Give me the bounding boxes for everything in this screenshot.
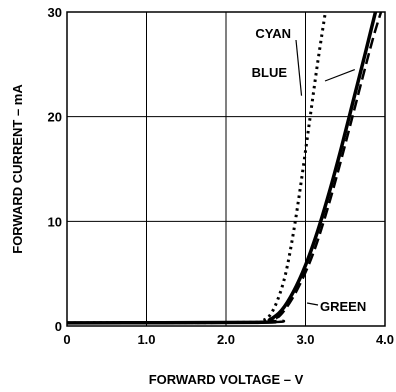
series-label-green: GREEN <box>320 299 366 314</box>
tick-labels: 0 1.0 2.0 3.0 4.0 0 10 20 30 <box>48 5 395 347</box>
leader-line-blue <box>324 69 356 82</box>
x-axis-title: FORWARD VOLTAGE – V <box>149 372 304 387</box>
y-axis-title: FORWARD CURRENT – mA <box>10 84 25 254</box>
series-line-green <box>66 11 383 325</box>
x-tick-label: 4.0 <box>376 332 394 347</box>
leader-line-green <box>306 302 319 306</box>
plot-frame <box>66 11 386 327</box>
y-tick-label: 0 <box>55 319 62 334</box>
x-tick-label: 2.0 <box>217 332 235 347</box>
x-tick-label: 1.0 <box>137 332 155 347</box>
y-tick-label: 20 <box>48 110 62 125</box>
x-tick-label: 0 <box>63 332 70 347</box>
leader-line-cyan <box>295 39 303 96</box>
series-labels: CYAN BLUE GREEN <box>252 26 367 314</box>
series-label-cyan: CYAN <box>255 26 291 41</box>
series-layer <box>66 11 383 325</box>
y-tick-label: 10 <box>48 214 62 229</box>
y-tick-label: 30 <box>48 5 62 20</box>
series-label-blue: BLUE <box>252 65 288 80</box>
x-tick-label: 3.0 <box>296 332 314 347</box>
series-line-blue <box>66 11 378 325</box>
